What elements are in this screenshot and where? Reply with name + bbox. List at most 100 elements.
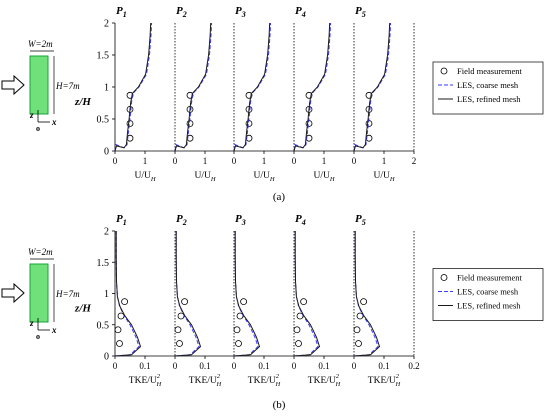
x-axis-label: U/UH [313, 171, 334, 183]
x-axis-label: TKE/U2 H [308, 373, 341, 388]
legend-marker [440, 274, 448, 281]
subplot-title: P4 [295, 213, 306, 227]
y-tick-label: 1.5 [97, 258, 110, 269]
field-measurement-marker [235, 340, 242, 347]
subplot-title: P1 [116, 5, 127, 19]
refined-mesh-line [114, 231, 142, 357]
x-axis-label: TKE/U2 H [129, 373, 162, 388]
x-tick-label: 1 [322, 156, 327, 166]
coarse-mesh-line [174, 231, 200, 357]
field-measurement-marker [300, 298, 308, 306]
x-tick-label: 0 [292, 156, 297, 166]
y-tick-label: 1.5 [97, 51, 110, 62]
x-axis-label: TKE/U2 H [368, 373, 401, 388]
y-tick-label: 0 [104, 352, 109, 363]
y-tick-label: 2 [104, 19, 109, 30]
coarse-mesh-line [353, 22, 392, 152]
building-rect [29, 263, 49, 323]
subplot-title: P4 [295, 5, 306, 19]
refined-mesh-line [353, 231, 381, 357]
legend-entry: Field measurement [457, 273, 523, 283]
field-measurement-marker [353, 326, 361, 334]
subplot-p4: P4 0 1 U/UH [292, 5, 335, 183]
x-tick-label: 0.1 [258, 361, 269, 371]
x-axis-label: U/UH [194, 171, 215, 183]
coarse-mesh-line [114, 22, 153, 152]
legend-entry: Field measurement [457, 66, 523, 76]
y-axis-label: z/H [74, 303, 91, 315]
y-tick-label: 2 [104, 227, 109, 238]
y-tick-label: 0 [104, 147, 109, 158]
building-height-label: H=7m [55, 81, 80, 91]
coarse-mesh-line [293, 231, 319, 357]
subplot-title: P2 [176, 213, 187, 227]
x-tick-label: 0 [113, 156, 118, 166]
legend-marker [440, 67, 448, 75]
x-tick-label: 0 [113, 361, 118, 371]
axis-z-label: z [29, 110, 34, 120]
x-tick-label: 0.1 [318, 361, 329, 371]
subplot-p3: P3 0 0.1 TKE/U2 H [232, 213, 281, 388]
wind-arrow-icon [1, 282, 25, 304]
field-measurement-marker [233, 326, 241, 334]
origin-label: o [36, 124, 40, 133]
chart-panel-a: 0 0.5 1 1.5 2 z/H P1 0 1 U/UH P2 0 1 U/UH P3 0 1 U/UH P4 0 1… [1, 5, 544, 203]
x-axis-label: TKE/U2 H [248, 373, 281, 388]
coarse-mesh-line [353, 231, 379, 357]
refined-mesh-line [353, 22, 391, 152]
x-tick-label: 1 [203, 156, 208, 166]
field-measurement-marker [114, 326, 122, 334]
subplot-title: P5 [355, 213, 366, 227]
y-tick-label: 1 [104, 83, 109, 94]
subplot-title: P5 [355, 5, 366, 19]
legend-entry: LES, coarse mesh [457, 287, 519, 297]
coarse-mesh-line [114, 231, 140, 357]
refined-mesh-line [293, 231, 321, 357]
legend: Field measurement LES, coarse mesh LES, re… [432, 61, 544, 115]
x-tick-label: 0 [352, 361, 357, 371]
subplot-p4: P4 0 0.1 TKE/U2 H [292, 213, 341, 388]
x-tick-label: 0.1 [378, 361, 389, 371]
subplot-p2: P2 0 1 U/UH [173, 5, 216, 183]
subplot-p2: P2 0 0.1 TKE/U2 H [173, 213, 222, 388]
x-tick-label: 0.1 [199, 361, 210, 371]
coarse-mesh-line [233, 22, 272, 152]
axis-z-label: z [29, 318, 34, 328]
x-tick-label: 1 [262, 156, 267, 166]
building-width-label: W=2m [28, 39, 53, 49]
y-axis-label: z/H [74, 96, 91, 108]
subplot-p5: P5 0 1 2 U/UH [352, 5, 417, 183]
x-tick-label: 0.1 [139, 361, 150, 371]
field-measurement-marker [174, 326, 182, 334]
x-tick-label: 0 [173, 156, 178, 166]
field-measurement-marker [240, 298, 248, 306]
refined-mesh-line [114, 22, 152, 152]
field-measurement-marker [116, 340, 123, 347]
y-tick-label: 1 [104, 289, 109, 300]
subplot-title: P3 [235, 5, 246, 19]
subplot-p5: P5 0 0.1 0.2 TKE/U2 H [352, 213, 420, 388]
axis-x-label: x [51, 117, 57, 127]
x-tick-label: 0 [173, 361, 178, 371]
panel-label: (a) [273, 191, 286, 203]
building-height-label: H=7m [55, 289, 80, 299]
building-schematic: W=2m H=7m z x o [1, 39, 80, 133]
x-tick-label: 0 [352, 156, 357, 166]
panel-label: (b) [273, 399, 286, 411]
x-axis-label: U/UH [373, 171, 394, 183]
y-tick-label: 0.5 [97, 115, 110, 126]
legend-entry: LES, coarse mesh [457, 80, 519, 90]
refined-mesh-line [233, 231, 261, 357]
field-measurement-marker [355, 340, 362, 347]
building-width-label: W=2m [28, 247, 53, 257]
subplot-title: P3 [235, 213, 246, 227]
x-axis-label: U/UH [134, 171, 155, 183]
origin-label: o [36, 332, 40, 341]
refined-mesh-line [293, 22, 331, 152]
x-tick-label: 1 [143, 156, 148, 166]
x-tick-label: 0 [292, 361, 297, 371]
coarse-mesh-line [293, 22, 332, 152]
x-tick-label: 1 [382, 156, 387, 166]
